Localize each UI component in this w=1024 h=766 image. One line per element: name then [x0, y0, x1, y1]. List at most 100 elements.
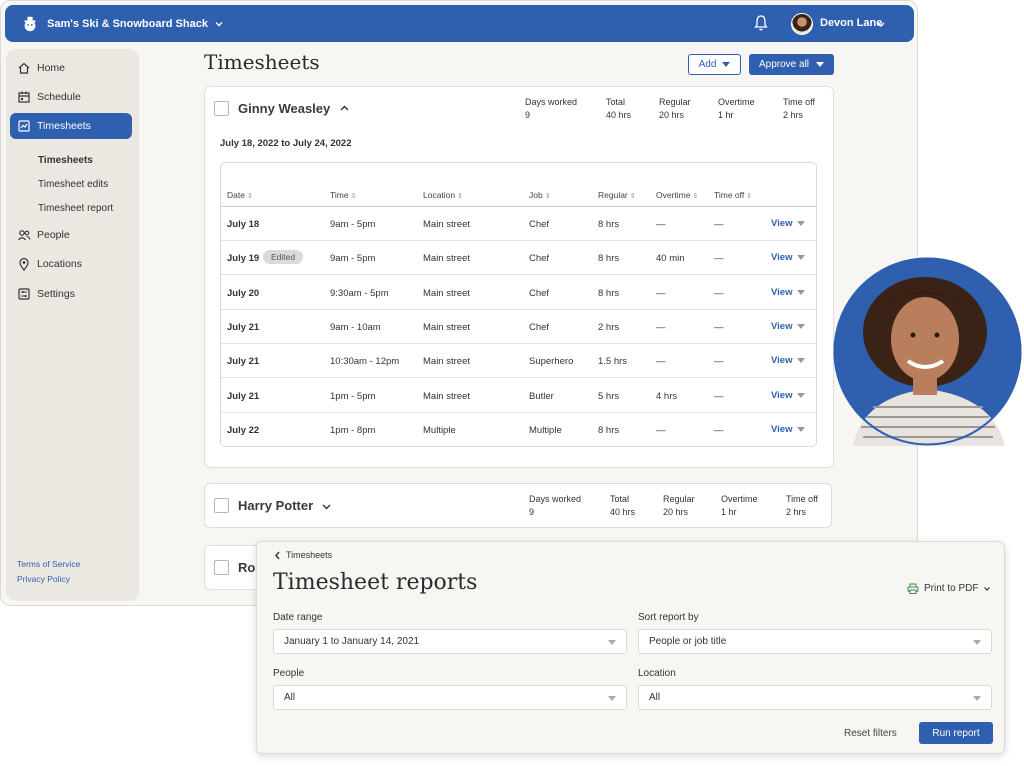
employee-name[interactable]: Ginny Weasley: [238, 101, 331, 116]
stat-value: 9: [529, 507, 535, 517]
stat-value: 1 hr: [718, 110, 734, 120]
people-select[interactable]: All: [273, 685, 627, 710]
cell-job: Chef: [529, 253, 550, 265]
view-label: View: [771, 218, 793, 229]
employee-name[interactable]: Harry Potter: [238, 498, 314, 513]
column-header-date[interactable]: Date ⇕: [227, 190, 253, 200]
employee-checkbox[interactable]: [214, 101, 229, 116]
stat-value: 40 hrs: [610, 507, 636, 517]
user-name[interactable]: Devon Lane: [820, 17, 883, 29]
cell-date: July 18: [227, 219, 260, 230]
sidebar-subitem-timesheets[interactable]: Timesheets: [38, 155, 93, 166]
column-header-overtime[interactable]: Overtime ⇕: [656, 190, 698, 200]
sidebar-subitem-timesheet-edits[interactable]: Timesheet edits: [38, 179, 109, 190]
cell-job: Chef: [529, 219, 550, 230]
date-range-value: January 1 to January 14, 2021: [284, 636, 420, 647]
stat-label: Regular: [659, 97, 691, 107]
print-to-pdf-button[interactable]: Print to PDF: [907, 583, 991, 594]
sidebar-item-label: Locations: [37, 258, 82, 270]
view-button[interactable]: View: [771, 252, 806, 264]
sidebar-item-people[interactable]: People: [10, 222, 132, 248]
view-label: View: [771, 320, 793, 332]
sort-by-select[interactable]: People or job title: [638, 629, 992, 654]
stat-label: Total: [606, 97, 626, 107]
view-button[interactable]: View: [771, 424, 806, 435]
cell-date: July 20: [227, 287, 260, 299]
brand-logo-icon: [24, 16, 36, 31]
cell-job: Multiple: [529, 424, 562, 436]
header-label: Overtime: [656, 190, 691, 200]
column-header-regular[interactable]: Regular ⇕: [598, 190, 636, 200]
view-label: View: [771, 389, 793, 401]
cell-time-off: —: [714, 219, 724, 230]
timesheet-icon: [18, 120, 30, 132]
sidebar-item-locations[interactable]: Locations: [10, 251, 132, 277]
caret-down-icon: [816, 62, 825, 67]
table-row: July 18 9am - 5pm Main street Chef 8 hrs — — Vi…: [221, 207, 816, 241]
view-button[interactable]: View: [771, 287, 806, 298]
stat-value: 20 hrs: [659, 110, 685, 120]
chevron-down-icon[interactable]: [876, 20, 886, 30]
stat-label: Overtime: [718, 97, 755, 107]
add-button[interactable]: Add: [688, 54, 741, 75]
cell-time: 9am - 5pm: [330, 253, 376, 265]
view-button[interactable]: View: [771, 218, 806, 229]
column-header-time[interactable]: Time ⇕: [330, 190, 356, 200]
location-pin-icon: [19, 257, 29, 271]
edited-badge: Edited: [263, 250, 304, 265]
view-label: View: [771, 252, 793, 264]
printer-icon: [907, 583, 919, 594]
terms-of-service-link[interactable]: Terms of Service: [17, 559, 81, 569]
location-select[interactable]: All: [638, 685, 992, 710]
chevron-down-icon[interactable]: [321, 501, 332, 512]
employee-checkbox[interactable]: [214, 560, 229, 575]
sidebar-subitem-timesheet-report[interactable]: Timesheet report: [38, 203, 114, 214]
business-name[interactable]: Sam's Ski & Snowboard Shack: [47, 17, 208, 30]
table-row: July 21 9am - 10am Main street Chef 2 hrs — — V…: [221, 310, 816, 344]
sidebar-item-schedule[interactable]: Schedule: [10, 84, 132, 110]
caret-down-icon: [797, 255, 806, 261]
view-button[interactable]: View: [771, 389, 806, 401]
cell-overtime: 40 min: [656, 253, 685, 265]
cell-time: 9am - 10am: [330, 321, 381, 333]
view-button[interactable]: View: [771, 355, 806, 366]
column-header-location[interactable]: Location ⇕: [423, 190, 463, 200]
reset-filters-button[interactable]: Reset filters: [844, 728, 897, 739]
caret-down-icon: [722, 62, 731, 67]
sidebar-item-settings[interactable]: Settings: [10, 281, 132, 307]
caret-down-icon: [797, 289, 806, 295]
chevron-down-icon[interactable]: [214, 19, 224, 29]
sort-icon: ⇕: [746, 193, 753, 200]
cell-job: Chef: [529, 321, 550, 333]
employee-checkbox[interactable]: [214, 498, 229, 513]
back-link[interactable]: Timesheets: [274, 550, 332, 560]
user-avatar[interactable]: [791, 13, 813, 35]
column-header-time-off[interactable]: Time off ⇕: [714, 190, 752, 200]
cell-time: 9am - 5pm: [330, 219, 376, 230]
caret-down-icon: [797, 426, 806, 432]
approve-all-button[interactable]: Approve all: [749, 54, 834, 75]
sort-icon: ⇕: [457, 193, 464, 200]
cell-location: Main street: [423, 356, 470, 368]
cell-time: 10:30am - 12pm: [330, 356, 400, 368]
chevron-up-icon[interactable]: [339, 103, 350, 114]
sidebar-item-home[interactable]: Home: [10, 55, 132, 81]
run-report-button[interactable]: Run report: [919, 722, 993, 744]
caret-down-icon: [797, 358, 806, 364]
sidebar-item-timesheets[interactable]: Timesheets: [10, 113, 132, 139]
caret-down-icon: [608, 640, 616, 645]
page-title: Timesheets: [204, 50, 320, 74]
home-icon: [18, 62, 30, 74]
view-button[interactable]: View: [771, 320, 806, 332]
timesheet-table: Date ⇕ Time ⇕ Location ⇕ Job ⇕ Regular ⇕ Over…: [220, 162, 817, 447]
cell-time: 9:30am - 5pm: [330, 287, 389, 299]
cell-overtime: —: [656, 424, 666, 436]
cell-time-off: —: [714, 321, 724, 333]
cell-job: Chef: [529, 287, 550, 299]
privacy-policy-link[interactable]: Privacy Policy: [17, 574, 70, 584]
column-header-job[interactable]: Job ⇕: [529, 190, 551, 200]
sort-icon: ⇕: [629, 193, 636, 200]
sidebar-item-label: People: [37, 229, 70, 241]
bell-icon[interactable]: [753, 14, 769, 32]
date-range-select[interactable]: January 1 to January 14, 2021: [273, 629, 627, 654]
